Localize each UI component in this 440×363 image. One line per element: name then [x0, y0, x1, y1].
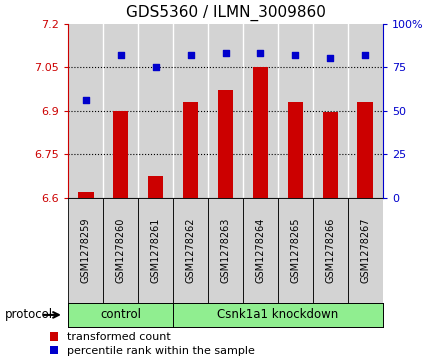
Text: GSM1278267: GSM1278267 [360, 218, 370, 283]
Bar [68, 24, 103, 198]
Bar [218, 90, 233, 198]
Bar [138, 198, 173, 303]
Bar [323, 112, 338, 198]
Bar [173, 198, 208, 303]
Text: GSM1278264: GSM1278264 [256, 218, 265, 283]
Text: GSM1278265: GSM1278265 [290, 218, 301, 283]
Point [152, 64, 159, 70]
Point [117, 52, 124, 58]
Text: GSM1278263: GSM1278263 [220, 218, 231, 283]
Bar [103, 24, 138, 198]
Bar [357, 102, 373, 198]
Bar [278, 198, 313, 303]
Point [327, 56, 334, 61]
Bar [278, 24, 313, 198]
Bar [243, 198, 278, 303]
Bar [183, 102, 198, 198]
Point [362, 52, 369, 58]
Text: protocol: protocol [4, 309, 52, 321]
Bar [243, 24, 278, 198]
Text: Csnk1a1 knockdown: Csnk1a1 knockdown [217, 309, 338, 321]
Point [82, 97, 89, 103]
Bar [68, 198, 103, 303]
Point [222, 50, 229, 56]
Bar [208, 24, 243, 198]
Bar [313, 198, 348, 303]
Text: control: control [100, 309, 141, 321]
Bar [78, 192, 94, 198]
Point [257, 50, 264, 56]
Text: GSM1278261: GSM1278261 [150, 218, 161, 283]
Point [292, 52, 299, 58]
Bar [138, 24, 173, 198]
Text: GSM1278259: GSM1278259 [81, 218, 91, 283]
Title: GDS5360 / ILMN_3009860: GDS5360 / ILMN_3009860 [125, 5, 326, 21]
Text: GSM1278266: GSM1278266 [325, 218, 335, 283]
Text: GSM1278262: GSM1278262 [186, 218, 195, 283]
Bar [113, 111, 128, 198]
Point [187, 52, 194, 58]
Bar [208, 198, 243, 303]
Bar [348, 24, 383, 198]
Bar [313, 24, 348, 198]
Bar [103, 198, 138, 303]
Bar [148, 176, 163, 198]
Bar [288, 102, 303, 198]
Legend: transformed count, percentile rank within the sample: transformed count, percentile rank withi… [50, 332, 255, 356]
Bar [173, 24, 208, 198]
Bar [348, 198, 383, 303]
Bar [253, 67, 268, 198]
Text: GSM1278260: GSM1278260 [116, 218, 126, 283]
